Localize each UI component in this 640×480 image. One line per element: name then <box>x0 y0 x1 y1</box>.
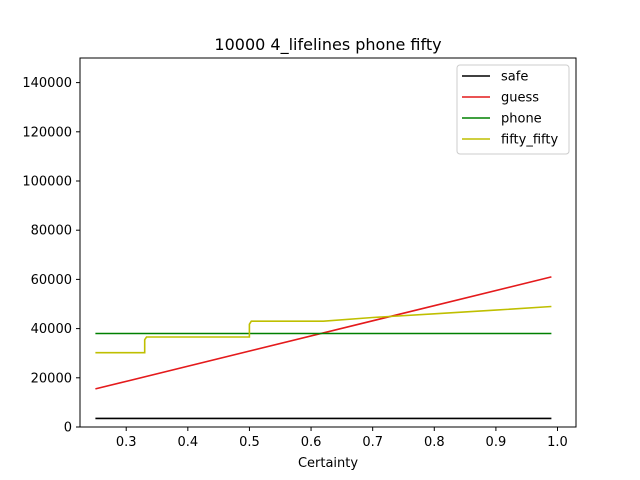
x-axis-label: Certainty <box>298 456 358 471</box>
legend-label-phone: phone <box>501 112 542 127</box>
x-tick-label: 0.7 <box>362 435 383 450</box>
legend-label-fifty-fifty: fifty_fifty <box>501 133 558 148</box>
y-tick-label: 0 <box>64 421 72 436</box>
legend-label-safe: safe <box>501 70 528 85</box>
y-tick-label: 140000 <box>22 76 72 91</box>
chart-title: 10000 4_lifelines phone fifty <box>214 35 441 55</box>
y-tick-label: 80000 <box>31 224 72 239</box>
y-tick-label: 60000 <box>31 273 72 288</box>
x-tick-label: 0.6 <box>301 435 322 450</box>
x-tick-label: 0.4 <box>177 435 198 450</box>
x-tick-label: 0.9 <box>486 435 507 450</box>
y-tick-label: 20000 <box>31 371 72 386</box>
x-tick-label: 0.5 <box>239 435 260 450</box>
x-tick-label: 1.0 <box>547 435 568 450</box>
y-tick-label: 100000 <box>22 175 72 190</box>
x-tick-label: 0.3 <box>116 435 137 450</box>
legend-label-guess: guess <box>501 91 539 106</box>
x-tick-label: 0.8 <box>424 435 445 450</box>
y-tick-label: 120000 <box>22 125 72 140</box>
y-tick-label: 40000 <box>31 322 72 337</box>
legend: safe guess phone fifty_fifty <box>457 65 569 154</box>
